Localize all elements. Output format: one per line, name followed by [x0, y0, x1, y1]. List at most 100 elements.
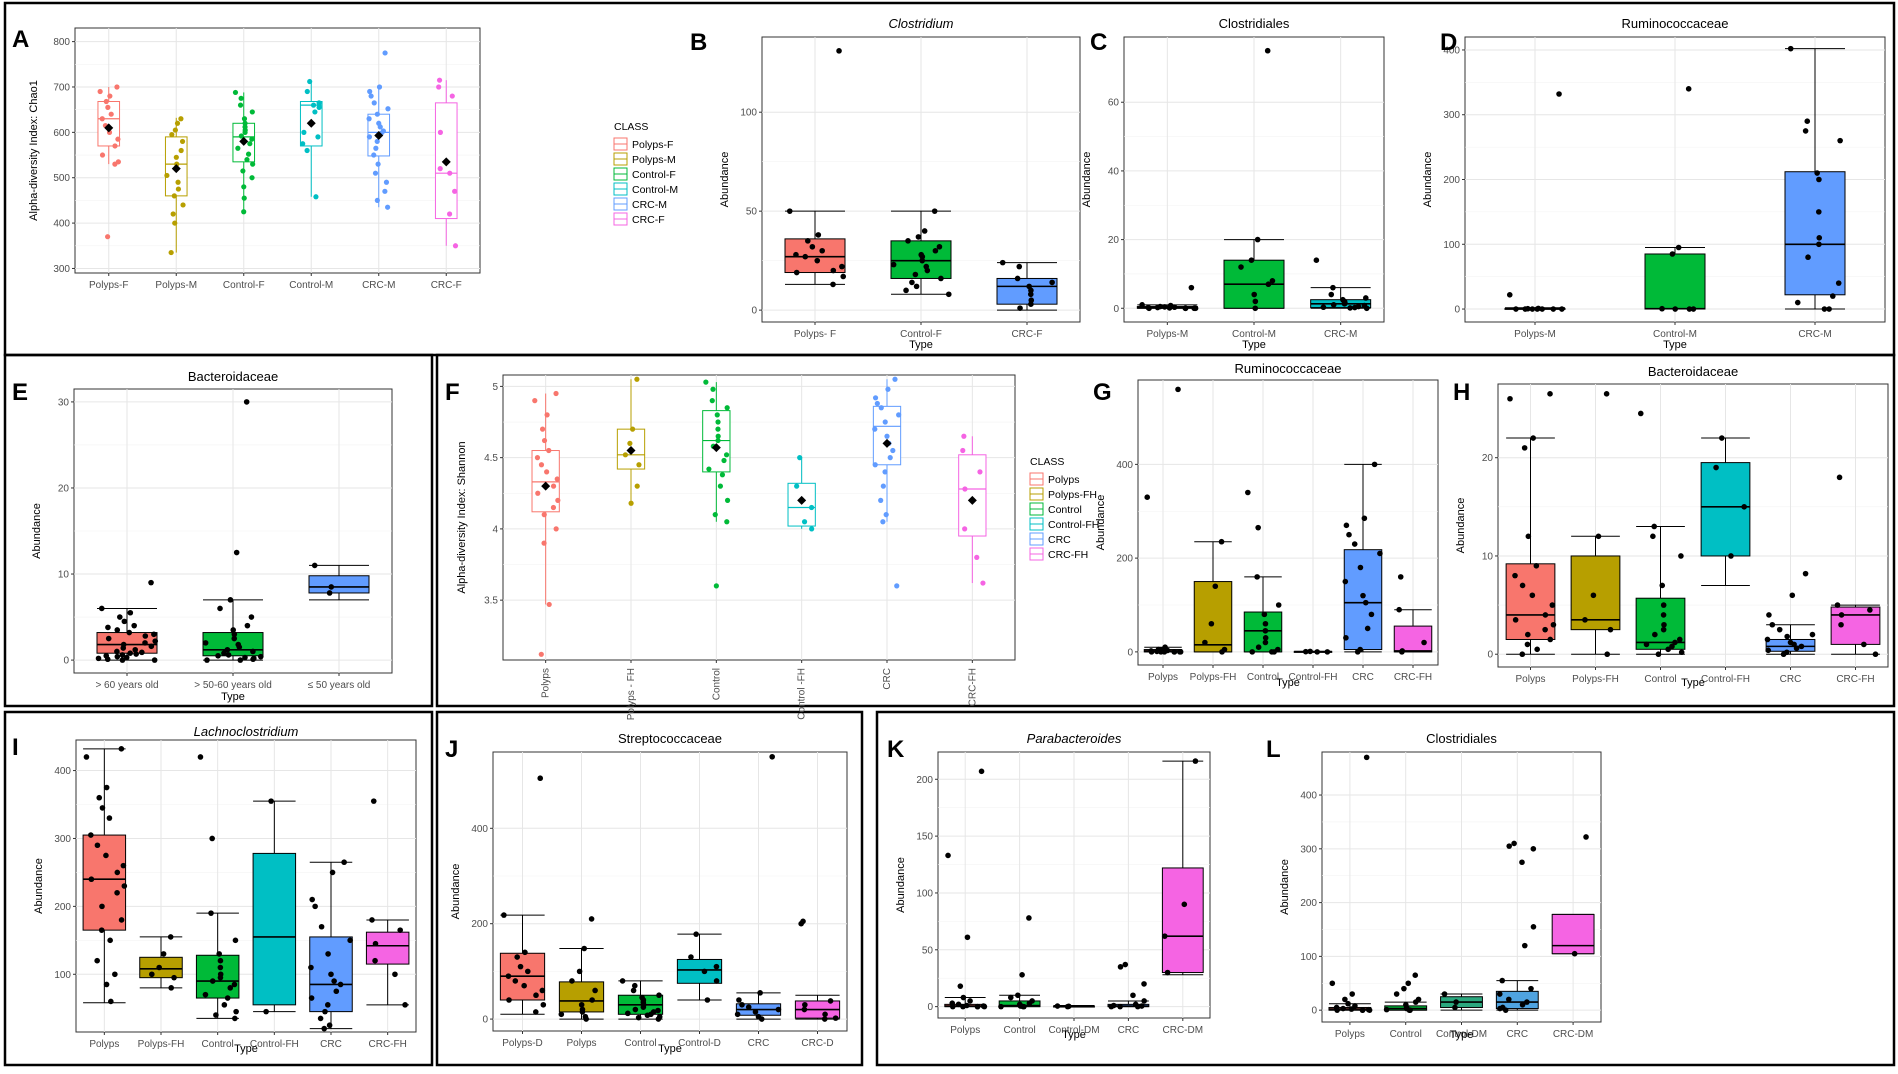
data-point — [544, 469, 550, 475]
data-point — [1175, 386, 1181, 393]
gridlines — [1322, 752, 1601, 1022]
data-point — [894, 583, 900, 589]
data-point — [915, 234, 922, 240]
data-point — [1534, 306, 1541, 312]
panel-letter: D — [1440, 29, 1457, 56]
box-> 50-60 years old — [202, 399, 264, 663]
data-point — [1313, 257, 1320, 263]
data-point — [316, 100, 322, 106]
data-point — [1652, 631, 1658, 638]
data-point — [103, 981, 110, 988]
data-point — [1262, 639, 1269, 646]
data-point — [114, 627, 121, 633]
data-point — [1361, 515, 1368, 522]
data-point — [227, 597, 234, 603]
box-Control-M — [1644, 86, 1706, 312]
data-point — [370, 798, 377, 804]
data-point — [233, 549, 240, 556]
data-point — [1607, 626, 1614, 633]
data-point — [578, 1001, 585, 1008]
data-point — [1028, 287, 1034, 294]
box-CRC-FH — [958, 433, 987, 586]
data-point — [1262, 635, 1269, 641]
data-point — [745, 1004, 752, 1010]
box-Polyps- F — [784, 48, 847, 288]
data-point — [1405, 980, 1412, 987]
panel-letter: E — [12, 379, 28, 406]
data-point — [704, 997, 711, 1003]
data-point — [1550, 621, 1557, 628]
y-tick-label: 200 — [1116, 554, 1133, 565]
data-point — [1542, 626, 1548, 633]
data-point — [1513, 306, 1519, 312]
data-point — [311, 562, 318, 569]
data-point — [919, 253, 926, 260]
data-point — [1672, 639, 1678, 646]
data-point — [1252, 305, 1259, 312]
data-point — [156, 964, 162, 971]
legend-label: Control-M — [632, 184, 678, 196]
data-point — [1144, 494, 1151, 500]
data-point — [1512, 617, 1519, 623]
data-point — [758, 1016, 765, 1022]
data-point — [655, 1016, 662, 1022]
x-tick-label: CRC-FH — [1394, 672, 1432, 683]
x-tick-label: Control-DM — [1048, 1025, 1099, 1036]
data-point — [1130, 992, 1136, 999]
data-point — [724, 405, 730, 411]
box-iqr — [195, 954, 240, 999]
data-point — [1524, 641, 1531, 648]
data-point — [1798, 643, 1805, 650]
data-point — [1329, 980, 1336, 987]
x-tick-label: Control — [1644, 674, 1676, 685]
y-tick-label: 400 — [54, 766, 71, 777]
data-point — [805, 238, 811, 244]
data-point — [1164, 969, 1171, 976]
data-point — [121, 618, 128, 625]
data-point — [532, 1009, 539, 1015]
data-point — [322, 1008, 328, 1015]
x-tick-label: Polyps — [541, 668, 552, 698]
y-tick-label: 300 — [53, 264, 70, 275]
data-point — [630, 987, 637, 994]
x-tick-label: CRC — [1780, 674, 1802, 685]
data-point — [1499, 977, 1506, 984]
data-point — [1528, 985, 1534, 992]
data-point — [830, 267, 837, 274]
data-point — [231, 635, 238, 642]
data-point — [1837, 137, 1843, 144]
data-point — [1015, 992, 1021, 999]
data-point — [964, 934, 971, 941]
data-point — [555, 497, 561, 503]
data-point — [960, 1003, 966, 1010]
panel-title: Ruminococcaceae — [1622, 16, 1729, 31]
data-point — [1659, 305, 1665, 312]
data-point — [1407, 1007, 1413, 1013]
data-point — [1776, 626, 1783, 633]
data-point — [371, 152, 377, 158]
data-point — [715, 419, 721, 425]
data-point — [913, 283, 920, 290]
data-point — [366, 116, 372, 122]
data-point — [619, 978, 626, 984]
data-point — [974, 554, 980, 561]
box-CRC — [1107, 961, 1150, 1010]
data-point — [242, 129, 248, 135]
data-point — [706, 466, 712, 472]
box-CRC — [734, 753, 782, 1022]
data-point — [581, 945, 588, 952]
data-point — [1342, 996, 1348, 1003]
data-point — [209, 978, 216, 984]
data-point — [241, 195, 247, 201]
data-point — [701, 968, 708, 975]
data-point — [126, 629, 133, 636]
data-point — [981, 1003, 988, 1010]
data-point — [1158, 649, 1164, 655]
data-point — [1539, 306, 1545, 312]
data-point — [1357, 564, 1364, 571]
data-point — [1511, 840, 1517, 847]
data-point — [1021, 1003, 1027, 1010]
panel-A: 300 400 500 600 700 800 Polyps-F Polyps-M Contro… — [12, 26, 678, 291]
data-point — [114, 648, 120, 655]
data-point — [878, 405, 884, 411]
